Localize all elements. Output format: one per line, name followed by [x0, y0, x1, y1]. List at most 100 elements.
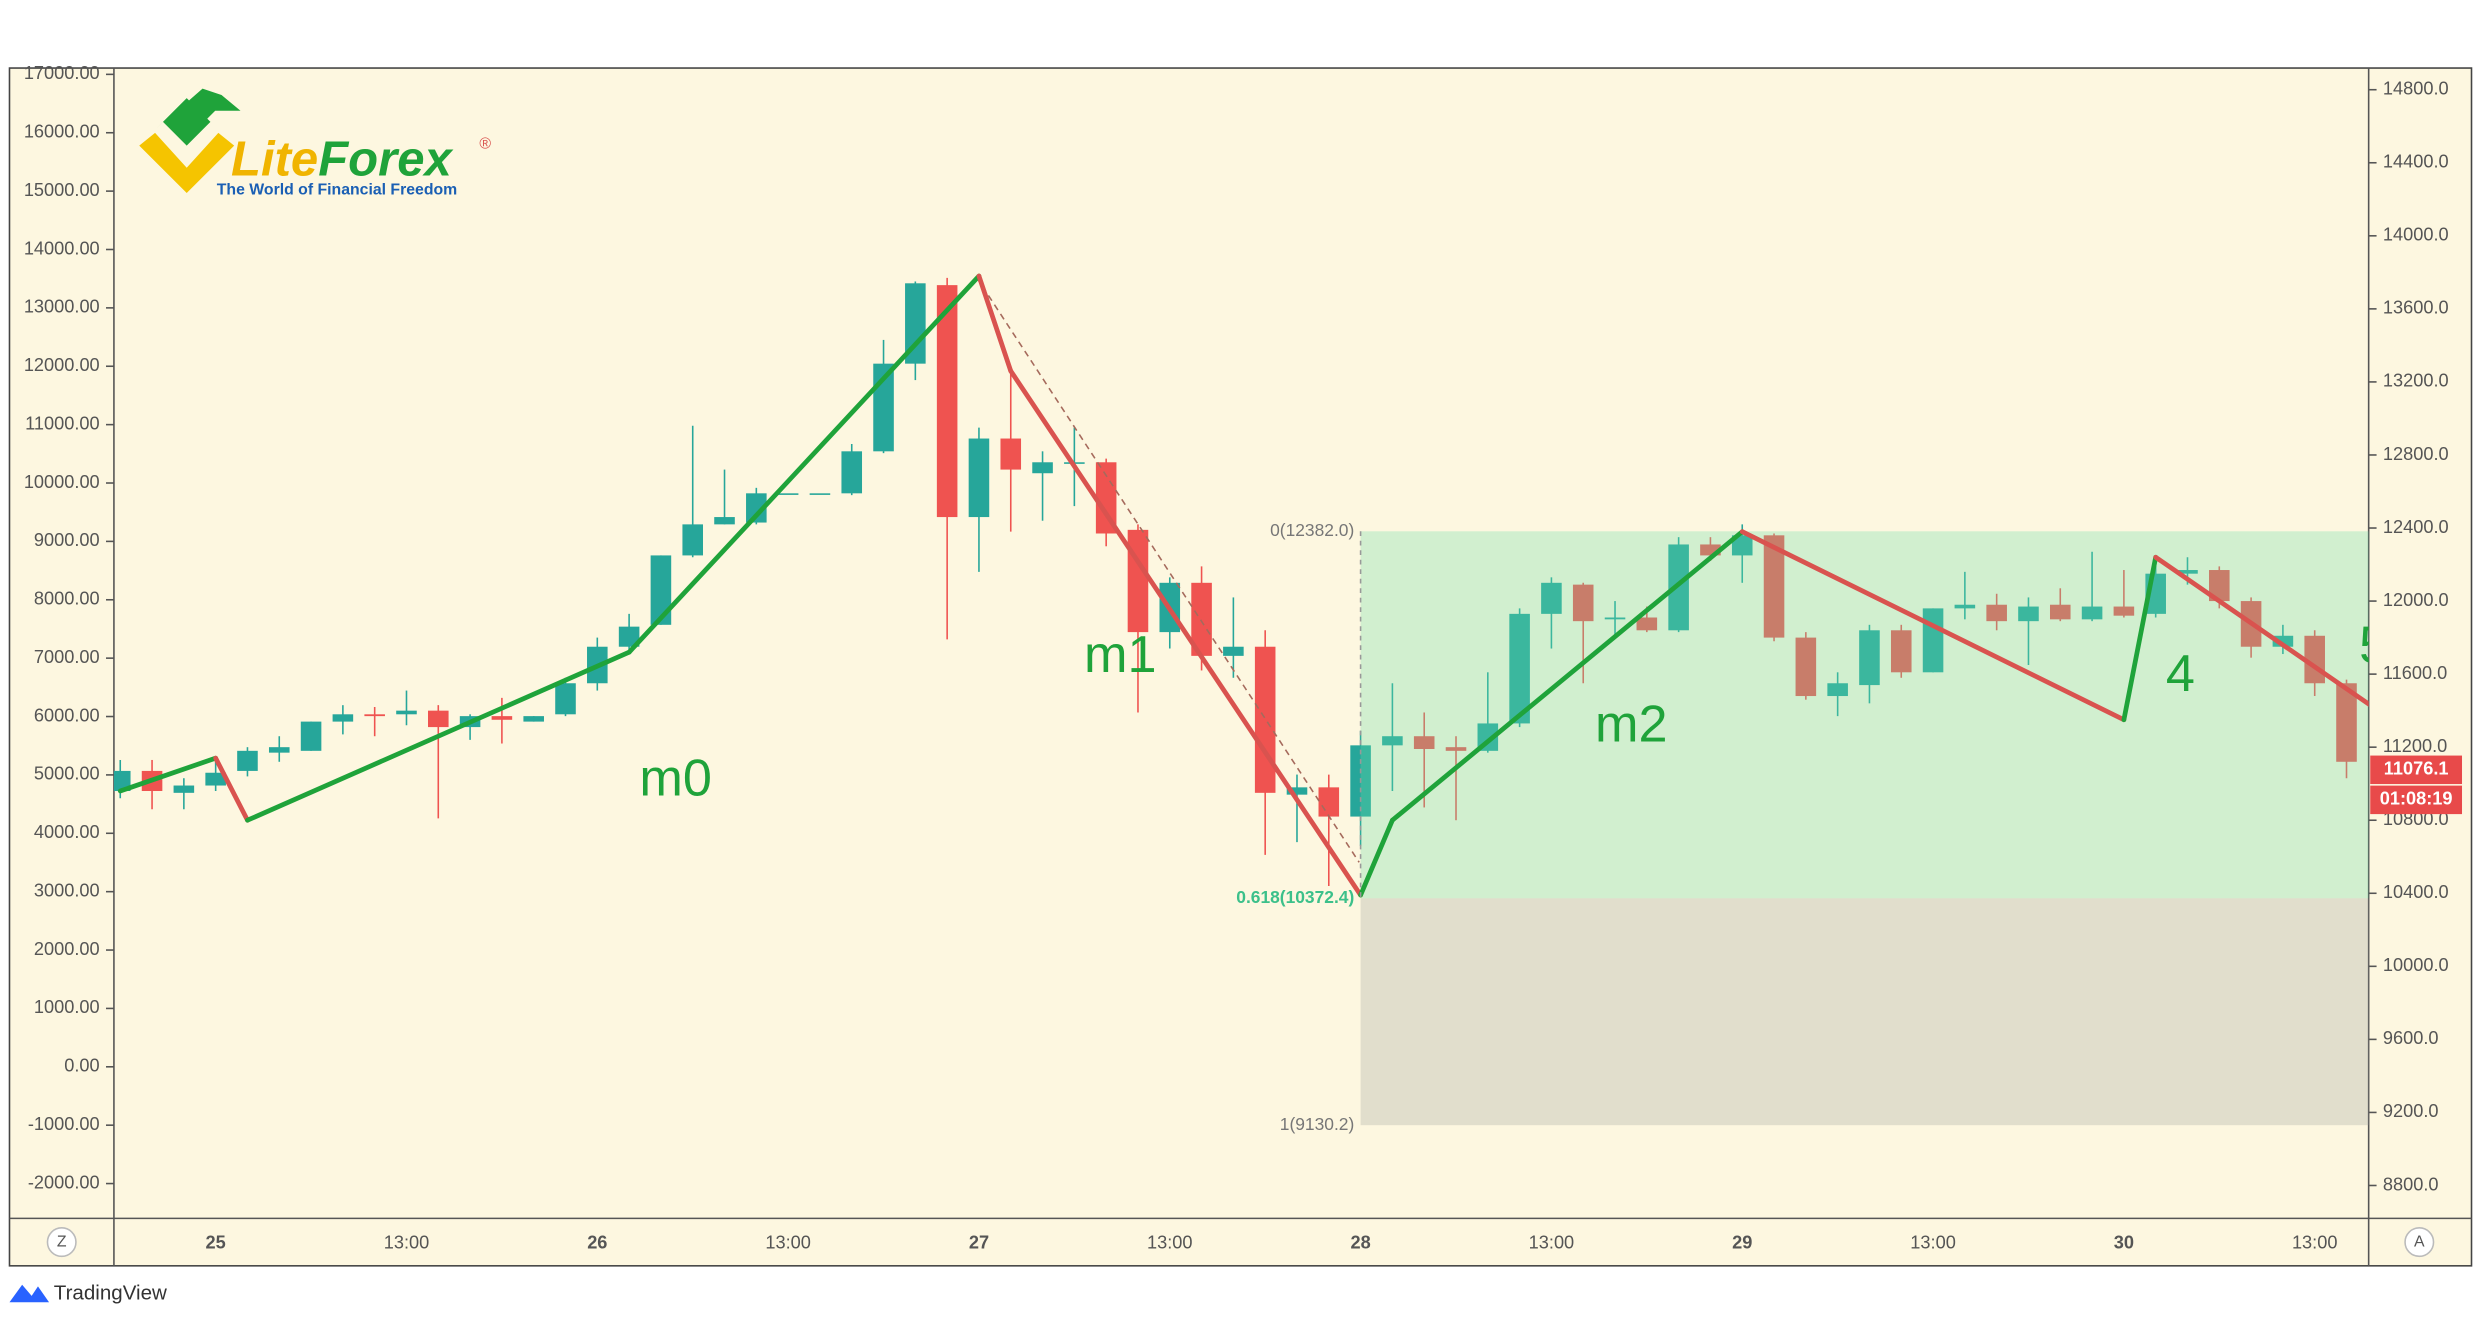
- y-tick-label: 14400.0: [2383, 152, 2449, 172]
- candles: [113, 277, 2357, 886]
- candle-body: [1636, 617, 1658, 631]
- candle-body: [1445, 747, 1467, 751]
- candle-body: [2272, 635, 2294, 647]
- y2-tick-label: 1000.00: [34, 997, 100, 1017]
- x-tick-label: 26: [587, 1232, 607, 1252]
- candle-body: [714, 517, 735, 525]
- y-tick-label: 13200.0: [2383, 371, 2449, 391]
- logo-mark: [139, 132, 235, 194]
- y2-tick-label: 0.00: [64, 1056, 99, 1076]
- candle-body: [1127, 529, 1149, 633]
- y2-tick-label: 13000.00: [24, 297, 100, 317]
- candle-body: [205, 772, 226, 786]
- zigzag-segment: [1008, 368, 1363, 898]
- footer-brand: TradingView: [54, 1282, 167, 1305]
- y2-tick-label: -1000.00: [28, 1114, 100, 1134]
- candle-body: [1954, 604, 1976, 609]
- y2-tick-label: -2000.00: [28, 1172, 100, 1192]
- y2-tick-label: 6000.00: [34, 705, 100, 725]
- zigzag-segment: [213, 755, 250, 823]
- candle-body: [364, 714, 385, 717]
- y-tick-label: 14000.0: [2383, 225, 2449, 245]
- candle-body: [2209, 570, 2230, 602]
- annotations: m0 m1 m2 4 5: [639, 617, 2368, 808]
- y2-tick-label: 5000.00: [34, 764, 100, 784]
- candle-body: [809, 493, 831, 495]
- candle-body: [1859, 630, 1880, 686]
- y2-tick-label: 15000.00: [24, 180, 100, 200]
- footer: TradingView: [9, 1282, 167, 1305]
- zigzag-segment: [2121, 554, 2159, 723]
- scale-button-label[interactable]: Z: [57, 1233, 67, 1250]
- candle-body: [682, 524, 704, 556]
- chart-background: [8, 67, 2473, 1267]
- x-tick-label: 13:00: [384, 1232, 430, 1252]
- zigzag-segment: [1358, 817, 1395, 898]
- y2-tick-label: 2000.00: [34, 939, 100, 959]
- candle-body: [1032, 462, 1053, 474]
- countdown-label: 01:08:19: [2380, 789, 2453, 809]
- candle-body: [618, 626, 640, 647]
- candle-body: [491, 716, 513, 720]
- fib-level-label: 1(9130.2): [1280, 1114, 1354, 1134]
- candle-body: [1382, 736, 1403, 746]
- y2-tick-label: 16000.00: [24, 122, 100, 142]
- candle-body: [1254, 646, 1276, 793]
- footer-icon: [9, 1284, 50, 1303]
- x-tick-label: 13:00: [765, 1232, 811, 1252]
- y-tick-label: 10400.0: [2383, 882, 2449, 902]
- y2-tick-label: 12000.00: [24, 355, 100, 375]
- zigzag-segment: [976, 273, 1014, 374]
- candle-body: [1223, 646, 1244, 656]
- fib-zone-band: [1360, 531, 2369, 899]
- countdown-tag: [2370, 785, 2463, 815]
- candle-body: [173, 785, 195, 793]
- logo-tagline: The World of Financial Freedom: [217, 182, 457, 199]
- candle-body: [1541, 582, 1562, 614]
- annotation: m0: [639, 749, 712, 807]
- y2-tick-label: 14000.00: [24, 238, 100, 258]
- auto-button[interactable]: [2404, 1227, 2435, 1258]
- logo-lite: Lite: [231, 133, 318, 187]
- logo: LiteForex ® The World of Financial Freed…: [139, 88, 491, 199]
- candle-body: [650, 555, 672, 625]
- candle-body: [905, 283, 926, 364]
- x-tick-label: 13:00: [1147, 1232, 1193, 1252]
- auto-button-label[interactable]: A: [2414, 1233, 2425, 1250]
- candle-body: [1509, 613, 1530, 724]
- last-price-tag: [2370, 755, 2463, 785]
- y2-tick-label: 9000.00: [34, 530, 100, 550]
- fib-level-label: 0.618(10372.4): [1236, 887, 1354, 907]
- zigzag-segment: [2153, 554, 2369, 707]
- x-tick-label: 13:00: [2292, 1232, 2338, 1252]
- x-tick-label: 13:00: [1529, 1232, 1575, 1252]
- fib-level-label: 0(12382.0): [1270, 520, 1354, 540]
- y-tick-label: 10000.0: [2383, 955, 2449, 975]
- y2-tick-label: 3000.00: [34, 880, 100, 900]
- zigzag-segment: [117, 755, 219, 794]
- candle-body: [113, 770, 131, 792]
- zigzag-segment: [245, 649, 632, 823]
- x-tick-label: 25: [206, 1232, 226, 1252]
- candle-body: [746, 493, 767, 523]
- y-tick-label: 8800.0: [2383, 1174, 2439, 1194]
- candle-body: [268, 747, 290, 753]
- annotation: m1: [1084, 626, 1157, 684]
- candle-body: [777, 493, 799, 495]
- y2-tick-label: 8000.00: [34, 589, 100, 609]
- candle-body: [1095, 462, 1117, 534]
- candle-body: [1191, 582, 1212, 656]
- scale-button[interactable]: [46, 1227, 77, 1258]
- candle-body: [2113, 606, 2135, 616]
- fib-zone: [1360, 531, 2369, 1126]
- candle-body: [1795, 637, 1817, 697]
- zigzag-segment: [626, 273, 982, 655]
- y-tick-label: 14800.0: [2383, 79, 2449, 99]
- candle-body: [2177, 570, 2198, 574]
- candle-body: [1731, 535, 1753, 556]
- y-tick-label: 12800.0: [2383, 444, 2449, 464]
- candle-body: [1286, 787, 1308, 795]
- logo-text: LiteForex: [231, 133, 453, 187]
- zigzag: [117, 273, 2369, 898]
